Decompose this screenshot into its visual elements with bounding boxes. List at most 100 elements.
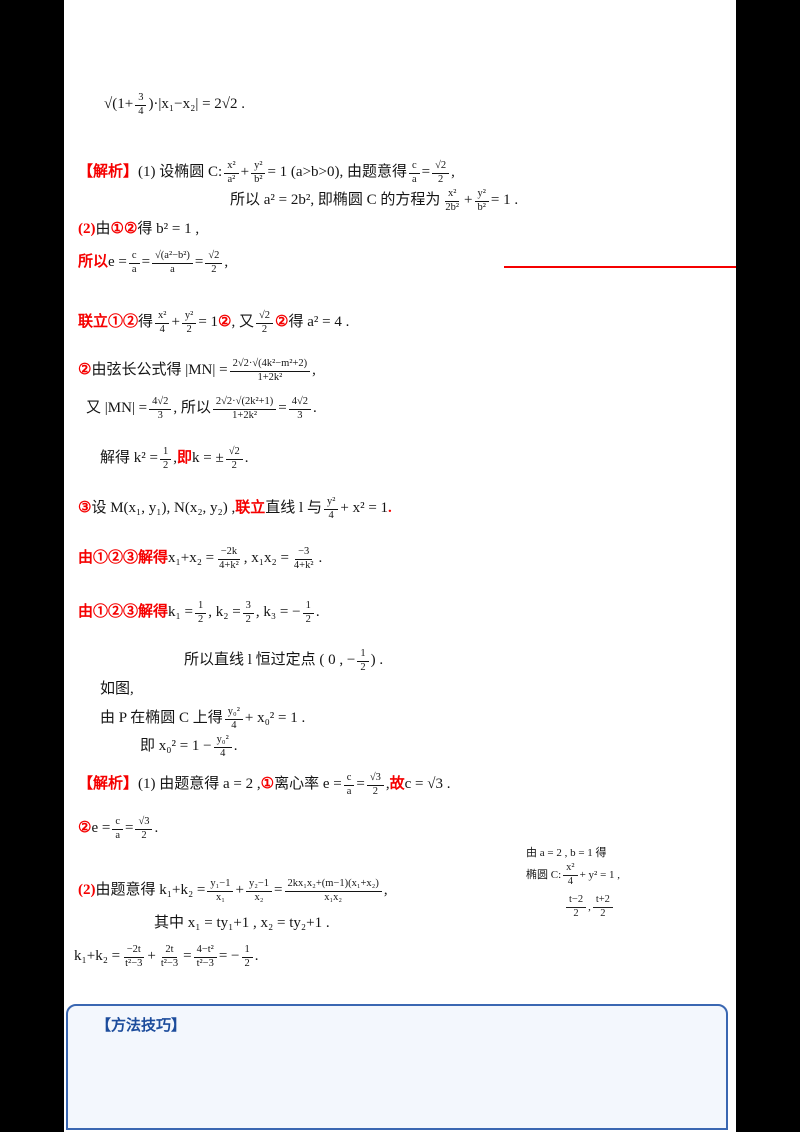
fraction-numerator: y² [323,496,339,510]
fraction: t+2 2 [592,894,613,920]
text-run: 得 b² = 1 , [137,221,200,237]
fraction-numerator: 1 [302,600,314,614]
fraction: √2 2 [225,446,243,472]
text-run: 故 [389,776,405,793]
fraction-denominator: 4 [159,323,165,335]
fraction: −2t t²−3 [122,944,145,970]
fraction: √3 2 [135,816,153,842]
red-rule [504,266,736,268]
fraction-denominator: 4 [138,105,144,117]
fraction-denominator: 2 [197,613,204,625]
text-run: , [312,362,316,379]
text-run: = [141,254,151,271]
fraction: y₂−1 x₂ [245,878,273,904]
fraction: y² b² [474,188,489,214]
text-run: ① [260,776,275,793]
text-run: 【解析】 [78,164,139,181]
fraction-numerator: t+2 [592,894,613,908]
fraction-numerator: 4√2 [149,396,172,410]
text-run: ② [218,314,232,331]
fraction-numerator: √2 [256,310,274,324]
fraction: y₁−1 x₁ [207,878,234,904]
text-line: ② 由弦长公式得 |MN| = 2√2·√(4k²−m²+2) 1+2k² , [78,358,316,384]
fraction-denominator: a [170,263,175,275]
fraction-numerator: y₀² [224,706,243,720]
fraction-denominator: 2 [244,957,250,969]
text-run: + [147,948,156,965]
fraction-numerator: −2k [217,546,241,560]
fraction-denominator: 2 [231,459,237,471]
text-run: . [254,948,259,965]
fraction: 4√2 3 [149,396,172,422]
fraction-numerator: 1 [357,648,369,662]
text-run: + [171,314,180,331]
text-run: = [194,254,204,271]
fraction-numerator: √3 [135,816,153,830]
fraction: x² 4 [563,862,578,888]
fraction: 2kx₁x₂+(m−1)(x₁+x₂) x₁x₂ [284,878,382,904]
text-run: = [356,776,365,793]
text-run: = [278,400,287,417]
text-run: (1) 设椭圆 C: [138,164,223,181]
fraction-denominator: 2b² [445,201,460,213]
fraction-numerator: 2√2·√(4k²−m²+2) [229,358,311,372]
fraction-numerator: x² [224,160,239,174]
text-run: . [244,450,249,467]
method-tips-label: 【方法技巧】 [96,1018,187,1034]
text-run: , 又 [231,314,254,331]
text-line [504,266,736,268]
fraction-numerator: y² [251,160,266,174]
text-line: 所以 a² = 2b², 即椭圆 C 的方程为 x² 2b² + y² b² = 1… [230,188,518,214]
text-run: + y² = 1 , [579,868,621,881]
text-run: 所以 a² = 2b², 即椭圆 C 的方程为 [230,192,441,209]
fraction: 4√2 3 [288,396,311,422]
text-line: (2) 由题意得 k₁+k₂ = y₁−1 x₁ + y₂−1 x₂ = 2kx₁x… [78,878,388,904]
fraction-denominator: t²−3 [196,957,214,969]
text-line: 又 |MN| = 4√2 3 , 所以 2√2·√(2k²+1) 1+2k² = 4… [86,396,317,422]
fraction: x² 4 [155,310,170,336]
text-run: . [315,604,320,621]
text-run: 由 [95,221,111,237]
fraction-denominator: 2 [305,613,311,625]
fraction: y² 4 [323,496,339,522]
fraction-numerator: x² [155,310,170,324]
text-run: , k₃ = − [255,604,301,621]
fraction-denominator: 4+k² [219,559,239,571]
fraction-denominator: 2 [141,829,147,841]
fraction-denominator: 3 [297,409,303,421]
fraction-denominator: 2 [211,263,217,275]
fraction-denominator: 3 [157,409,163,421]
fraction-denominator: 4+k² [293,559,314,571]
fraction-denominator: 2 [186,323,192,335]
text-line: 即 x₀² = 1 − y₀² 4 . [140,734,237,760]
fraction-denominator: b² [477,201,486,213]
fraction-denominator: 2 [360,661,366,673]
fraction-numerator: 1 [241,944,253,958]
text-line: √(1+ 3 4)·|x₁−x₂| = 2√2 . [104,92,245,118]
fraction-denominator: 4 [231,719,237,731]
fraction-numerator: t−2 [566,894,587,908]
text-run: e = [108,254,127,271]
fraction-numerator: y₁−1 [207,878,234,892]
text-run: k = ± [191,450,224,467]
text-run: 由①②③解得 [78,604,169,621]
fraction-denominator: 2 [245,613,251,625]
text-run: 由题意得 k₁+k₂ = [95,882,206,899]
fraction-denominator: 2 [372,785,378,797]
text-run: 【解析】 [78,776,139,793]
fraction-denominator: a [412,173,417,185]
text-run: x₁+x₂ = [168,550,215,567]
text-run: . [313,400,317,417]
text-run: = [274,882,283,899]
text-run: . [388,500,392,517]
text-run: ①② [110,221,138,237]
fraction-numerator: −2t [123,944,144,958]
fraction: 4−t² t²−3 [193,944,217,970]
